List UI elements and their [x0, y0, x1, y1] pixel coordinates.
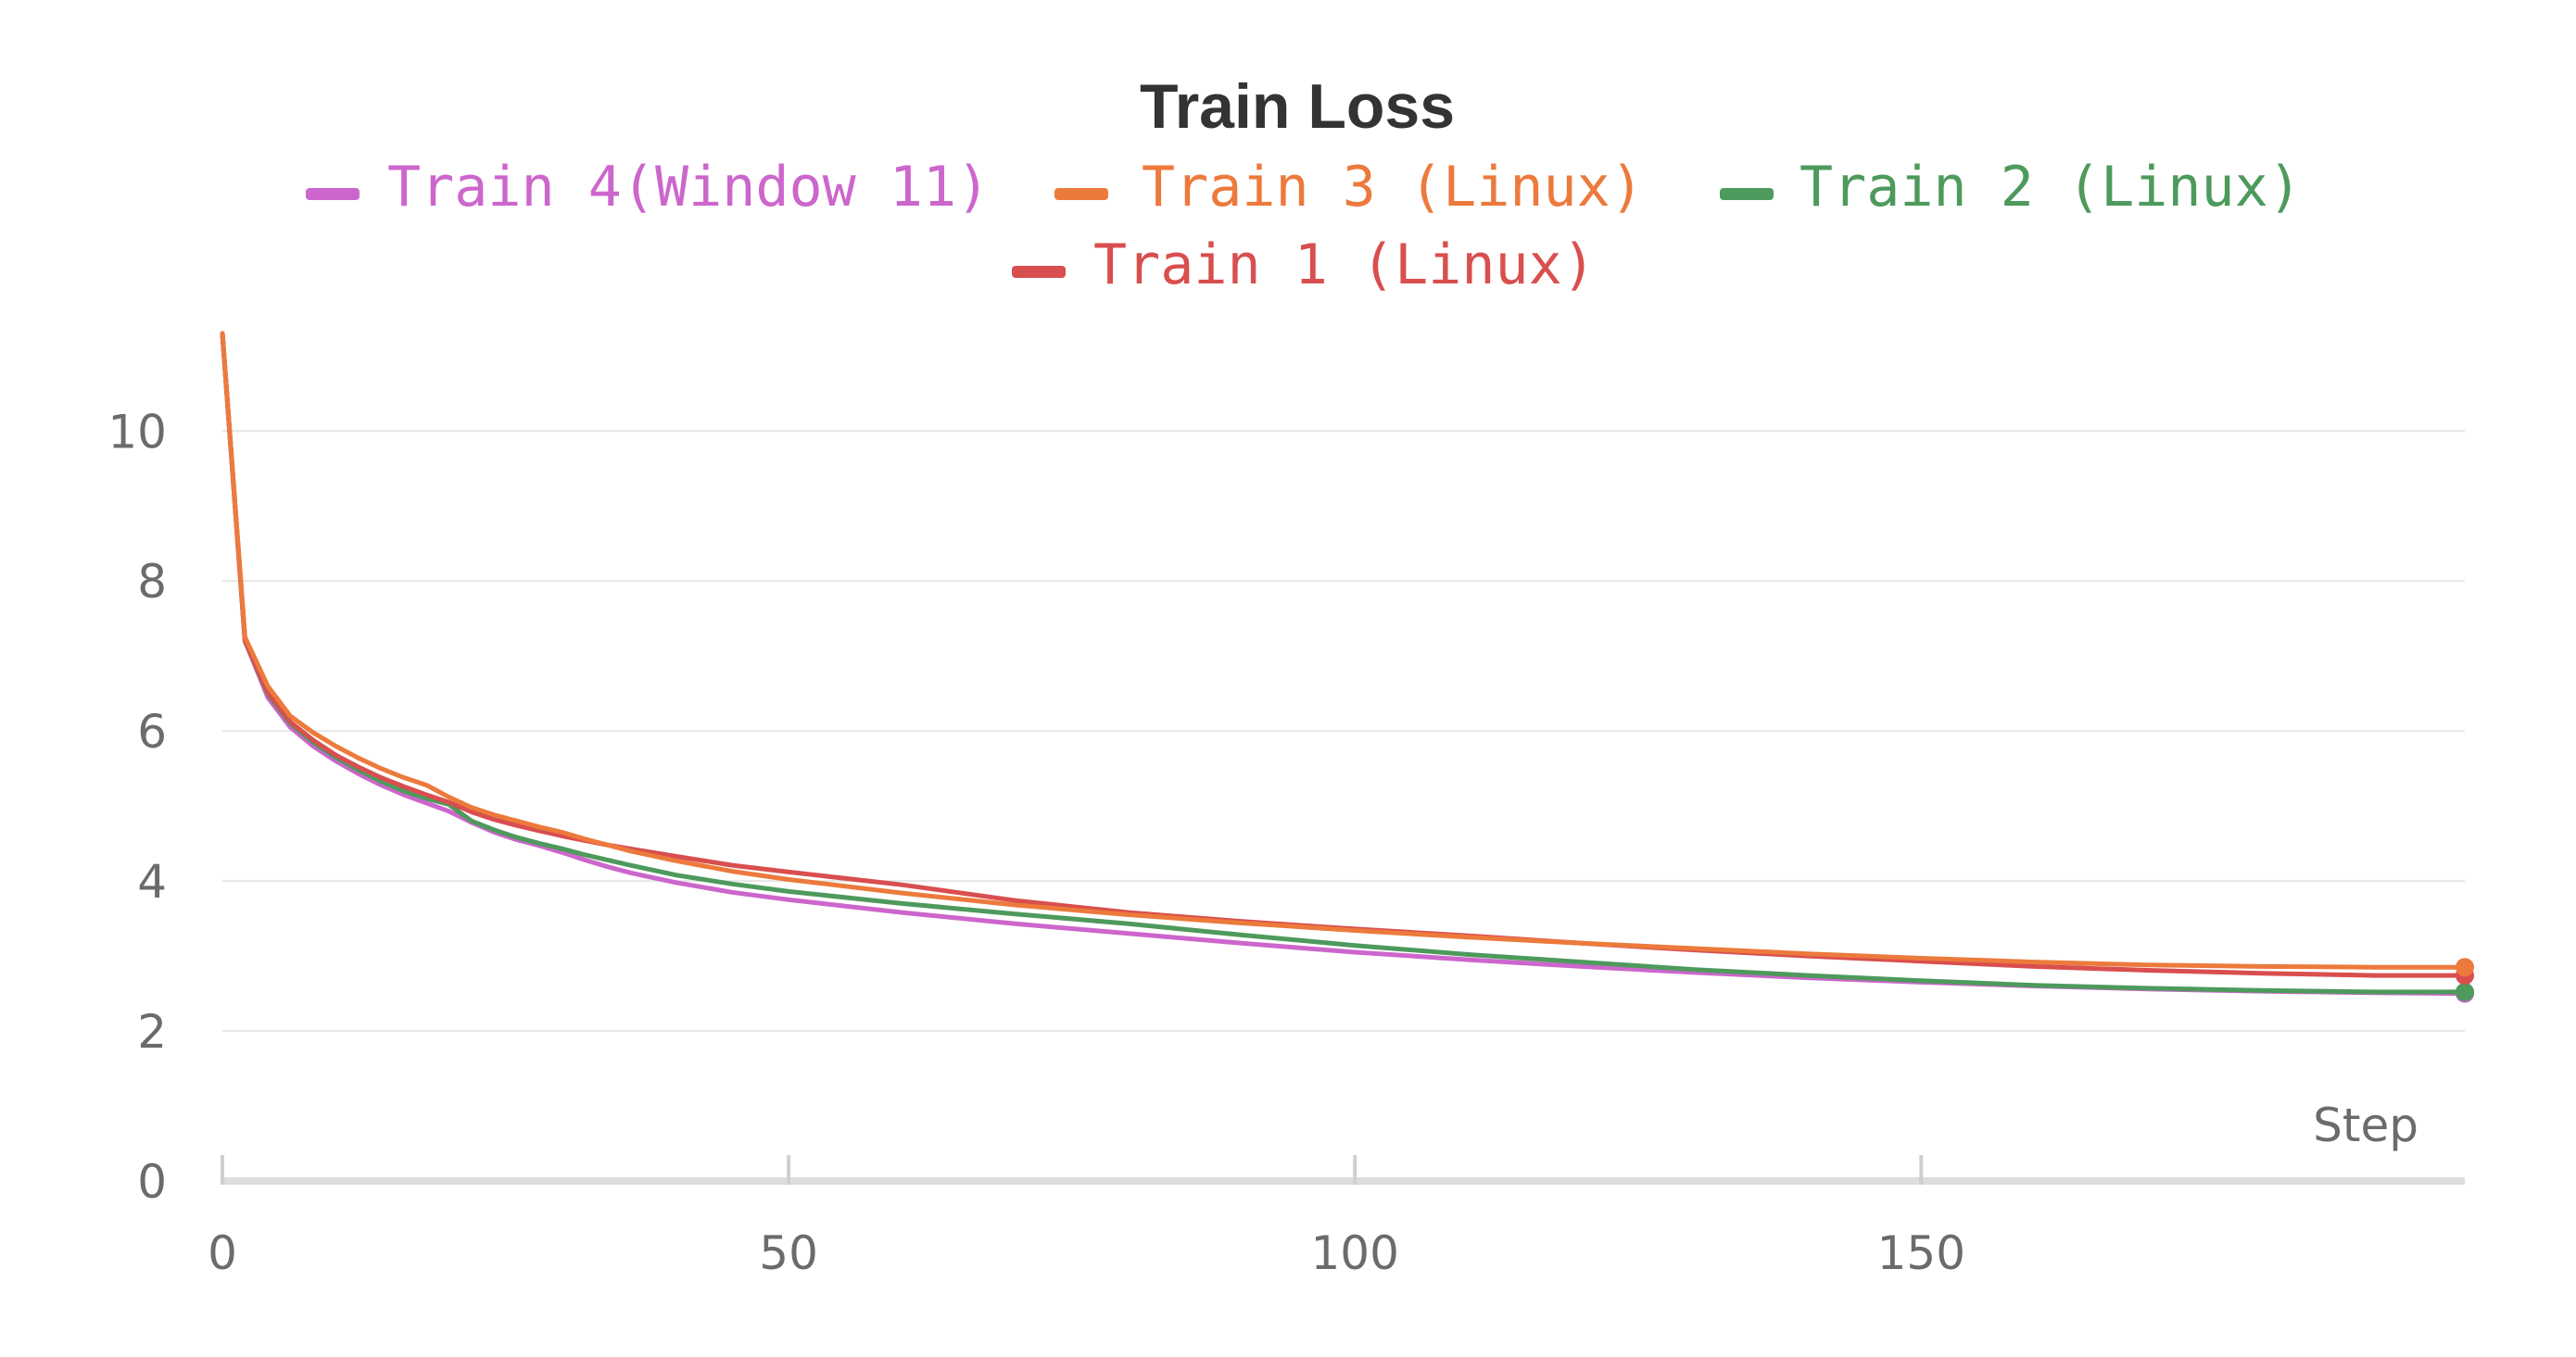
legend-label[interactable]: Train 4(Window 11) [387, 155, 990, 220]
series-line-2[interactable] [220, 331, 2468, 970]
legend-swatch [1720, 188, 1774, 200]
series-layer [220, 331, 2474, 1003]
legend-swatch [1054, 188, 1108, 200]
series-line-3[interactable] [220, 331, 2468, 995]
y-tick-label: 10 [107, 405, 167, 459]
x-tick-label: 100 [1311, 1226, 1399, 1280]
grid [222, 430, 2465, 1033]
y-tick-label: 4 [137, 855, 167, 909]
y-tick-label: 6 [137, 705, 167, 759]
series-line-4[interactable] [220, 331, 2468, 978]
x-axis-label: Step [2313, 1099, 2418, 1152]
legend: Train 4(Window 11) Train 3 (Linux) Train 2… [306, 155, 2302, 297]
y-tick-label: 0 [137, 1155, 167, 1209]
legend-label[interactable]: Train 2 (Linux) [1799, 155, 2302, 220]
x-tick-label: 50 [759, 1226, 818, 1280]
chart-title: Train Loss [1140, 71, 1455, 142]
x-tick-label: 0 [208, 1226, 237, 1280]
series-line-1[interactable] [220, 331, 2468, 997]
x-tick-label: 150 [1877, 1226, 1965, 1280]
legend-swatch [1012, 266, 1066, 278]
legend-swatch [306, 188, 360, 200]
legend-label[interactable]: Train 1 (Linux) [1093, 232, 1596, 297]
y-tick-label: 2 [137, 1005, 167, 1059]
series-endpoint-3[interactable] [2456, 982, 2474, 1001]
legend-label[interactable]: Train 3 (Linux) [1142, 155, 1644, 220]
series-endpoint-2[interactable] [2456, 958, 2474, 977]
y-tick-label: 8 [137, 555, 167, 609]
